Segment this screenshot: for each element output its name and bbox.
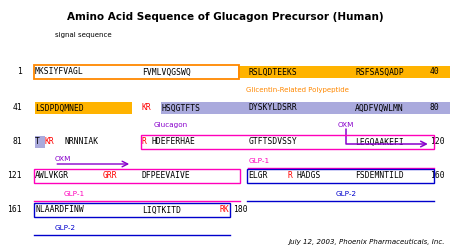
Text: 1: 1 bbox=[17, 68, 22, 76]
Bar bbox=[345, 102, 355, 114]
Text: 80: 80 bbox=[430, 104, 440, 112]
Text: Glucagon: Glucagon bbox=[153, 122, 188, 128]
Text: 120: 120 bbox=[430, 138, 445, 146]
Text: 160: 160 bbox=[430, 172, 445, 180]
Text: OXM: OXM bbox=[54, 156, 71, 162]
Text: RSLQDTEEKS: RSLQDTEEKS bbox=[248, 68, 297, 76]
Text: NLAARDFINW: NLAARDFINW bbox=[35, 206, 84, 214]
Bar bbox=[161, 102, 239, 114]
Bar bbox=[141, 135, 434, 149]
Bar bbox=[34, 203, 230, 217]
Text: HADGS: HADGS bbox=[297, 172, 321, 180]
Text: Glicentin-Related Polypeptide: Glicentin-Related Polypeptide bbox=[246, 87, 349, 93]
Bar bbox=[355, 102, 450, 114]
Bar bbox=[248, 66, 346, 78]
Bar bbox=[238, 102, 248, 114]
Bar bbox=[355, 66, 450, 78]
Text: RK: RK bbox=[219, 206, 229, 214]
Text: 121: 121 bbox=[7, 172, 22, 180]
Text: KR: KR bbox=[45, 138, 54, 146]
Text: AQDFVQWLMN: AQDFVQWLMN bbox=[355, 104, 404, 112]
Text: LSDPDQMNED: LSDPDQMNED bbox=[35, 104, 84, 112]
Text: HSQGTFTS: HSQGTFTS bbox=[161, 104, 200, 112]
Bar bbox=[248, 169, 434, 183]
Text: 180: 180 bbox=[233, 206, 248, 214]
Text: GLP-2: GLP-2 bbox=[54, 225, 76, 231]
Text: 81: 81 bbox=[12, 138, 22, 146]
Text: LIQTKITD: LIQTKITD bbox=[142, 206, 181, 214]
Text: 41: 41 bbox=[12, 104, 22, 112]
Text: HDEFERHAE: HDEFERHAE bbox=[151, 138, 195, 146]
Text: GLP-2: GLP-2 bbox=[336, 191, 357, 197]
Bar bbox=[238, 66, 248, 78]
Text: R: R bbox=[287, 172, 292, 180]
Text: AWLVKGR: AWLVKGR bbox=[35, 172, 69, 180]
Text: MKSIYFVAGL: MKSIYFVAGL bbox=[35, 68, 84, 76]
Text: FSDEMNTILD: FSDEMNTILD bbox=[355, 172, 404, 180]
Text: Amino Acid Sequence of Glucagon Precursor (Human): Amino Acid Sequence of Glucagon Precurso… bbox=[67, 12, 383, 22]
Text: 40: 40 bbox=[430, 68, 440, 76]
Bar bbox=[35, 136, 45, 148]
Text: ELGR: ELGR bbox=[248, 172, 268, 180]
Text: DYSKYLDSRR: DYSKYLDSRR bbox=[248, 104, 297, 112]
Text: GLP-1: GLP-1 bbox=[64, 191, 85, 197]
Text: GLP-1: GLP-1 bbox=[248, 158, 270, 164]
Text: LEGQAAKEFI: LEGQAAKEFI bbox=[355, 138, 404, 146]
Bar bbox=[345, 66, 355, 78]
Bar bbox=[35, 102, 132, 114]
Text: DFPEEVAIVE: DFPEEVAIVE bbox=[142, 172, 190, 180]
Text: RSFSASQADP: RSFSASQADP bbox=[355, 68, 404, 76]
Text: July 12, 2003, Phoenix Pharmaceuticals, Inc.: July 12, 2003, Phoenix Pharmaceuticals, … bbox=[288, 239, 445, 245]
Text: GTFTSDVSSY: GTFTSDVSSY bbox=[248, 138, 297, 146]
Text: FVMLVQGSWQ: FVMLVQGSWQ bbox=[142, 68, 190, 76]
Bar bbox=[248, 102, 346, 114]
Text: GRR: GRR bbox=[103, 172, 117, 180]
Text: T: T bbox=[35, 138, 40, 146]
Bar bbox=[34, 65, 238, 79]
Text: NRNNIAK: NRNNIAK bbox=[64, 138, 98, 146]
Text: signal sequence: signal sequence bbox=[55, 32, 112, 38]
Text: KR: KR bbox=[142, 104, 152, 112]
Text: OXM: OXM bbox=[338, 122, 354, 128]
Bar bbox=[34, 169, 240, 183]
Text: 161: 161 bbox=[7, 206, 22, 214]
Text: R: R bbox=[142, 138, 147, 146]
